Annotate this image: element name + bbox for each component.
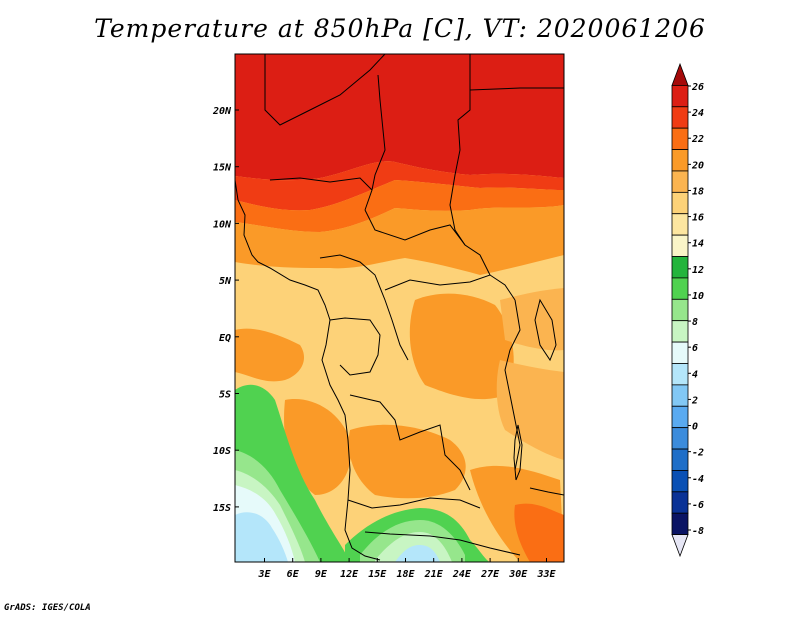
- border-6: [319, 254, 409, 361]
- colorbar-label: 16: [692, 213, 704, 224]
- border-11: [347, 497, 481, 509]
- band-2-sw: [235, 512, 288, 562]
- lon-label: 33E: [536, 569, 556, 580]
- lat-label: 20N: [212, 106, 232, 117]
- colorbar-swatch: [671, 448, 689, 471]
- colorbar-label: -4: [692, 474, 704, 485]
- border-10: [504, 299, 521, 471]
- border-8: [329, 317, 381, 376]
- colorbar-swatch: [671, 405, 689, 429]
- border-2: [364, 74, 386, 211]
- lon-label: 30E: [508, 569, 528, 580]
- colorbar-swatch: [671, 491, 689, 514]
- colorbar-swatch: [671, 512, 689, 536]
- band-22-north: [235, 180, 564, 232]
- colorbar-label: 18: [692, 186, 704, 197]
- borders: [235, 54, 564, 561]
- colorbar-swatch: [671, 427, 689, 450]
- colorbar-swatch: [671, 298, 689, 322]
- border-1: [264, 54, 386, 126]
- grads-credit: GrADS: IGES/COLA: [4, 603, 91, 613]
- colorbar-swatch: [671, 234, 689, 257]
- lat-label: 5S: [219, 390, 231, 401]
- colorbar-label: 0: [692, 422, 698, 433]
- lat-label: 5N: [219, 276, 232, 287]
- colorbar-swatch: [671, 127, 689, 150]
- band-20-southcentral: [284, 399, 351, 495]
- band-20-center: [409, 293, 514, 400]
- colorbar-label: 4: [692, 369, 698, 380]
- colorbar-swatch: [671, 149, 689, 172]
- colorbar-swatch: [671, 213, 689, 236]
- colorbar-label: 2: [691, 395, 698, 406]
- colorbar-swatch: [671, 256, 689, 279]
- border-13: [469, 87, 564, 91]
- band-18-east2: [496, 360, 564, 460]
- lat-label: 10N: [213, 219, 232, 230]
- band-22-southeast: [514, 503, 564, 562]
- lon-label: 9E: [315, 569, 328, 580]
- colorbar-label: 24: [691, 108, 704, 119]
- latitude-axis: 20N 15N 10N 5N EQ 5S 10S 15S: [212, 106, 239, 514]
- colorbar-swatch: [671, 341, 689, 364]
- colorbar-swatch: [671, 170, 689, 193]
- colorbar-label: -8: [692, 526, 704, 537]
- colorbar-swatch: [671, 277, 689, 300]
- plot-frame: [234, 53, 565, 563]
- border-4: [269, 177, 373, 191]
- border-3: [449, 54, 491, 276]
- border-9: [349, 394, 471, 491]
- lon-label: 27E: [480, 569, 500, 580]
- lon-label: 18E: [396, 569, 415, 580]
- temperature-field: [235, 54, 564, 562]
- lon-label: 12E: [340, 569, 359, 580]
- band-2-south: [395, 545, 440, 562]
- band-24-north: [235, 161, 564, 211]
- colorbar-label: -2: [692, 448, 704, 459]
- lat-label: 10S: [213, 446, 231, 457]
- border-7: [384, 274, 516, 301]
- colorbar-label: 6: [692, 343, 698, 354]
- border-14: [534, 298, 557, 362]
- lon-label: 24E: [452, 569, 472, 580]
- colorbar-label: 14: [692, 239, 704, 250]
- colorbar-swatch: [671, 384, 689, 407]
- lon-label: 21E: [424, 569, 444, 580]
- border-12: [364, 531, 521, 556]
- lat-label: 15N: [213, 163, 232, 174]
- band-26-north: [235, 54, 564, 181]
- colorbar-swatch: [671, 84, 689, 108]
- lake: [513, 424, 523, 481]
- colorbar-label: 22: [691, 134, 704, 145]
- colorbar-label: 8: [692, 317, 698, 328]
- colorbar-swatch: [671, 470, 689, 493]
- colorbar-swatch: [671, 363, 689, 386]
- lon-label: 6E: [287, 569, 300, 580]
- lat-label: EQ: [219, 333, 231, 344]
- colorbar-label: -6: [692, 500, 704, 511]
- border-15: [529, 487, 564, 496]
- colorbar-label: 12: [692, 265, 704, 276]
- colorbar-swatch: [671, 320, 689, 343]
- colorbar-label: 26: [691, 82, 704, 93]
- band-20-west: [235, 328, 305, 382]
- colorbar-label: 20: [691, 160, 704, 171]
- colorbar-top-arrow: [671, 62, 689, 86]
- lon-label: 15E: [368, 569, 387, 580]
- colorbar-bottom-arrow: [671, 534, 689, 558]
- longitude-axis: 3E 6E 9E 12E 15E 18E 21E 24E 27E 30E 33E: [257, 558, 557, 580]
- border-5: [364, 209, 466, 246]
- colorbar-swatch: [671, 106, 689, 129]
- band-20-south: [348, 424, 466, 499]
- colorbar-swatch: [671, 191, 689, 215]
- colorbar-label: 10: [692, 291, 704, 302]
- map-title: Temperature at 850hPa [C], VT: 202006120…: [94, 14, 706, 43]
- lat-label: 15S: [213, 503, 231, 514]
- lon-label: 3E: [257, 569, 271, 580]
- coastline-west: [235, 179, 381, 561]
